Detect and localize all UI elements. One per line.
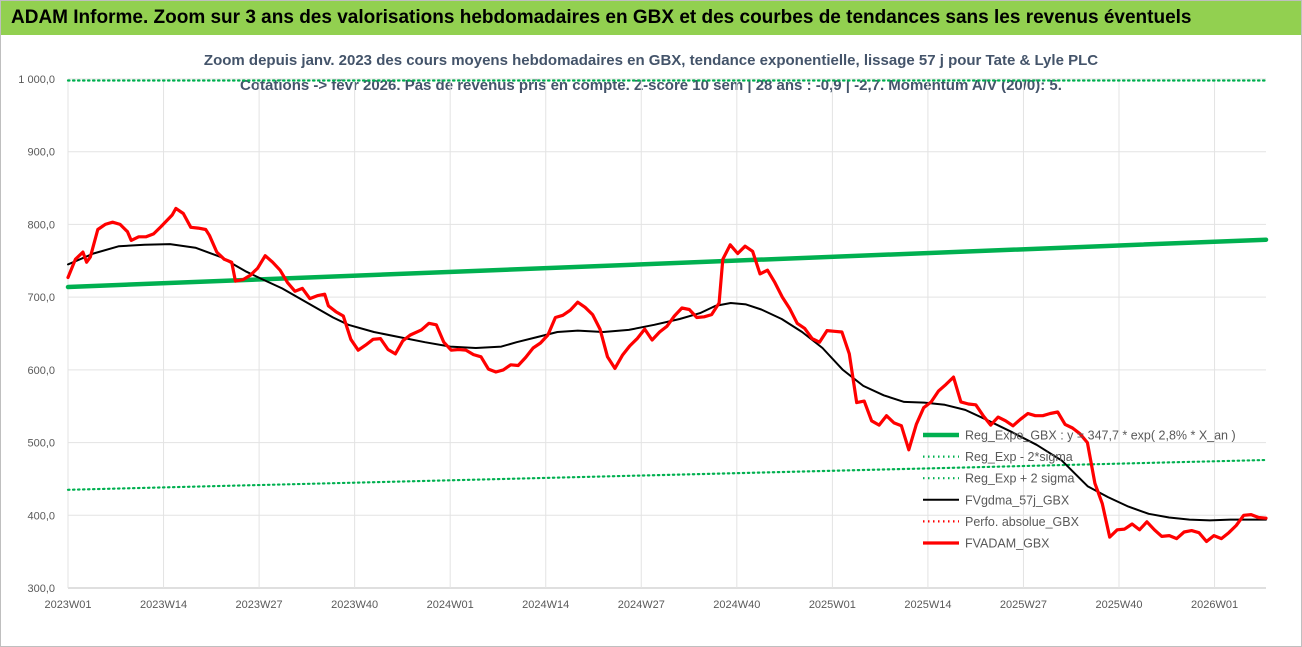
x-tick-label: 2024W01 <box>427 599 474 611</box>
legend-entry: Reg_Exp - 2*sigma <box>965 450 1073 464</box>
legend: Reg_Expo_GBX : y = 347,7 * exp( 2,8% * X… <box>923 429 1236 551</box>
x-tick-label: 2024W40 <box>713 599 760 611</box>
y-tick-label: 600,0 <box>27 365 55 377</box>
x-tick-label: 2024W14 <box>522 599 569 611</box>
y-tick-label: 800,0 <box>27 219 55 231</box>
x-tick-label: 2025W27 <box>1000 599 1047 611</box>
y-tick-label: 400,0 <box>27 510 55 522</box>
chart-title-line-2: Cotations -> févr 2026. Pas de revenus p… <box>240 77 1062 94</box>
legend-entry: Reg_Exp + 2 sigma <box>965 472 1074 486</box>
y-tick-label: 300,0 <box>27 583 55 595</box>
series-line-fvadam-gbx <box>66 206 1268 544</box>
chart-title-line-1: Zoom depuis janv. 2023 des cours moyens … <box>204 52 1098 69</box>
series-line-fvgdma-57j-gbx <box>67 243 1267 522</box>
legend-entry: FVADAM_GBX <box>965 537 1050 551</box>
x-tick-label: 2025W40 <box>1095 599 1142 611</box>
x-tick-label: 2026W01 <box>1191 599 1238 611</box>
x-tick-label: 2025W14 <box>904 599 951 611</box>
x-tick-label: 2024W27 <box>618 599 665 611</box>
x-tick-label: 2023W40 <box>331 599 378 611</box>
legend-entry: Reg_Expo_GBX : y = 347,7 * exp( 2,8% * X… <box>965 429 1236 443</box>
series-group <box>65 79 1269 544</box>
y-tick-label: 700,0 <box>27 292 55 304</box>
legend-entry: Perfo. absolue_GBX <box>965 515 1080 529</box>
x-tick-label: 2023W27 <box>236 599 283 611</box>
gridlines <box>67 78 1266 589</box>
y-axis: 300,0 400,0 500,0 600,0 700,0 800,0 900,0 1 000… <box>18 74 55 595</box>
y-tick-label: 900,0 <box>27 147 55 159</box>
y-tick-label: 1 000,0 <box>18 74 55 86</box>
line-chart: Zoom depuis janv. 2023 des cours moyens … <box>18 52 1269 611</box>
series-line-reg-exp <box>66 458 1268 491</box>
x-tick-label: 2025W01 <box>809 599 856 611</box>
series-line-reg-expo-gbx <box>65 237 1269 290</box>
chart-title: Zoom depuis janv. 2023 des cours moyens … <box>204 52 1098 94</box>
x-tick-label: 2023W14 <box>140 599 187 611</box>
legend-entry: FVgdma_57j_GBX <box>965 493 1070 507</box>
report-banner: ADAM Informe. Zoom sur 3 ans des valoris… <box>1 1 1301 35</box>
y-tick-label: 500,0 <box>27 438 55 450</box>
x-tick-label: 2023W01 <box>44 599 91 611</box>
x-axis: 2023W01 2023W14 2023W27 2023W40 2024W01 2024W… <box>44 599 1238 611</box>
